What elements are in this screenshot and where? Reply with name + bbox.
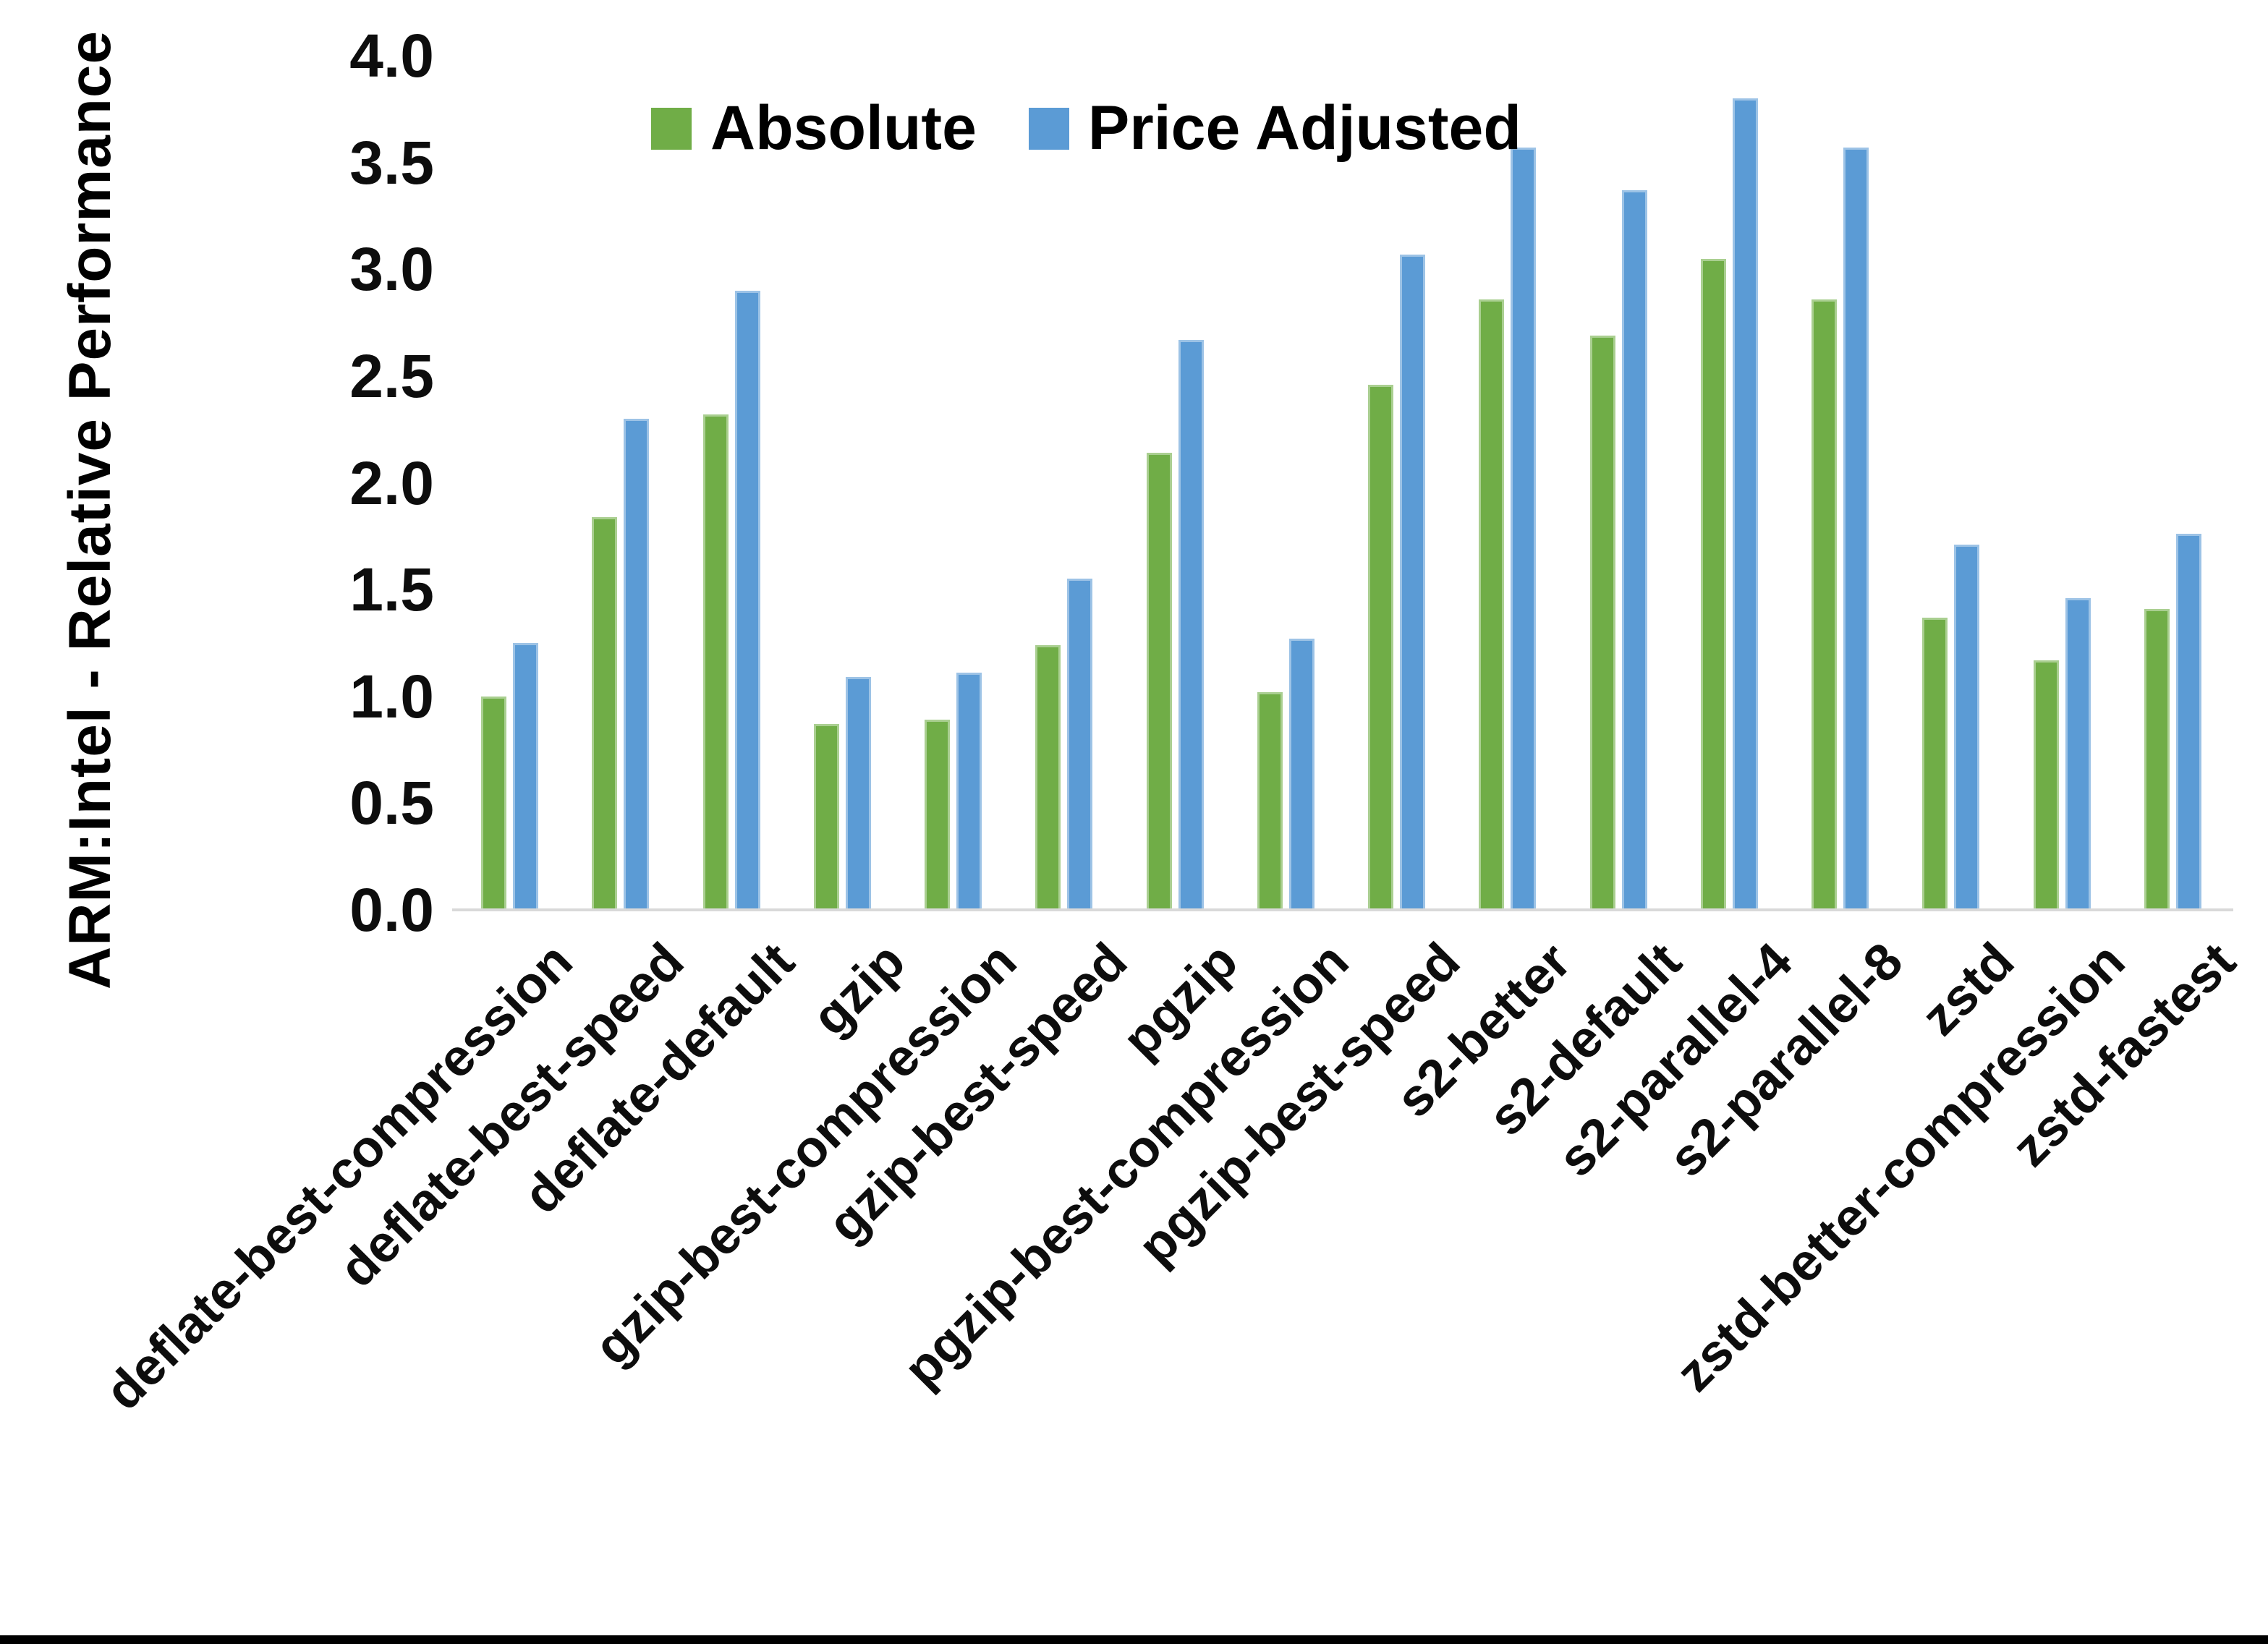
y-axis-tick-label: 2.5 xyxy=(349,341,434,410)
bar-group xyxy=(565,56,676,910)
x-axis-category-label: deflate-best-compression xyxy=(94,932,584,1421)
bar-price-adjusted xyxy=(1621,190,1647,910)
bar-group xyxy=(1341,56,1452,910)
bar-group xyxy=(1563,56,1674,910)
bar-price-adjusted xyxy=(2175,534,2201,910)
bar-group xyxy=(1008,56,1119,910)
bar-price-adjusted xyxy=(513,642,539,910)
y-axis-tick-label: 2.0 xyxy=(349,448,434,517)
y-axis-tick-label: 3.5 xyxy=(349,128,434,197)
bar-price-adjusted xyxy=(956,673,982,910)
bar-group xyxy=(1785,56,1895,910)
y-axis-tick-label: 4.0 xyxy=(349,22,434,90)
y-axis-tick-label: 1.5 xyxy=(349,555,434,624)
bar-price-adjusted xyxy=(1732,98,1758,910)
legend: Absolute Price Adjusted xyxy=(651,93,1521,164)
y-axis-tick-label: 3.0 xyxy=(349,235,434,304)
plot-area xyxy=(454,56,2228,910)
bar-absolute xyxy=(1146,453,1172,910)
bar-price-adjusted xyxy=(1067,579,1093,910)
legend-item-price-adjusted: Price Adjusted xyxy=(1028,93,1521,164)
bar-absolute xyxy=(1035,644,1061,910)
bar-absolute xyxy=(1922,617,1948,910)
bar-group xyxy=(1895,56,2006,910)
y-axis-tick-label: 0.5 xyxy=(349,769,434,838)
bar-group xyxy=(2118,56,2228,910)
bar-price-adjusted xyxy=(1400,254,1426,910)
bar-price-adjusted xyxy=(734,290,760,910)
bar-absolute xyxy=(702,414,729,910)
bar-absolute xyxy=(1812,299,1838,910)
bar-group xyxy=(2007,56,2118,910)
bar-absolute xyxy=(1368,384,1394,910)
bar-absolute xyxy=(481,696,507,910)
bar-absolute xyxy=(2033,660,2059,910)
bottom-border xyxy=(0,1635,2268,1644)
bar-absolute xyxy=(1257,691,1283,910)
bar-group xyxy=(787,56,898,910)
bar-group xyxy=(454,56,565,910)
bar-group xyxy=(676,56,787,910)
bar-group xyxy=(1674,56,1785,910)
bar-absolute xyxy=(813,724,839,910)
absolute-swatch-icon xyxy=(651,107,692,150)
bar-absolute xyxy=(925,720,951,910)
legend-label: Absolute xyxy=(710,93,977,163)
bar-group xyxy=(1452,56,1563,910)
bar-price-adjusted xyxy=(845,677,871,910)
bar-absolute xyxy=(1700,258,1726,910)
legend-item-absolute: Absolute xyxy=(651,93,977,164)
bar-group xyxy=(898,56,1008,910)
y-axis-tick-label: 0.0 xyxy=(349,876,434,944)
bar-price-adjusted xyxy=(624,418,650,910)
bar-price-adjusted xyxy=(2065,597,2091,910)
bar-price-adjusted xyxy=(1288,639,1314,910)
bar-group xyxy=(1120,56,1231,910)
bar-price-adjusted xyxy=(1178,339,1204,910)
bar-price-adjusted xyxy=(1954,545,1980,910)
price-adjusted-swatch-icon xyxy=(1028,107,1069,150)
bar-absolute xyxy=(1589,335,1615,910)
bar-absolute xyxy=(592,516,618,910)
bar-absolute xyxy=(2144,608,2170,910)
bar-price-adjusted xyxy=(1843,147,1869,910)
legend-label: Price Adjusted xyxy=(1087,93,1521,163)
y-axis-tick-label: 1.0 xyxy=(349,662,434,731)
x-axis-line xyxy=(452,908,2233,911)
bar-absolute xyxy=(1479,299,1505,910)
bar-price-adjusted xyxy=(1511,147,1537,910)
bar-group xyxy=(1231,56,1341,910)
